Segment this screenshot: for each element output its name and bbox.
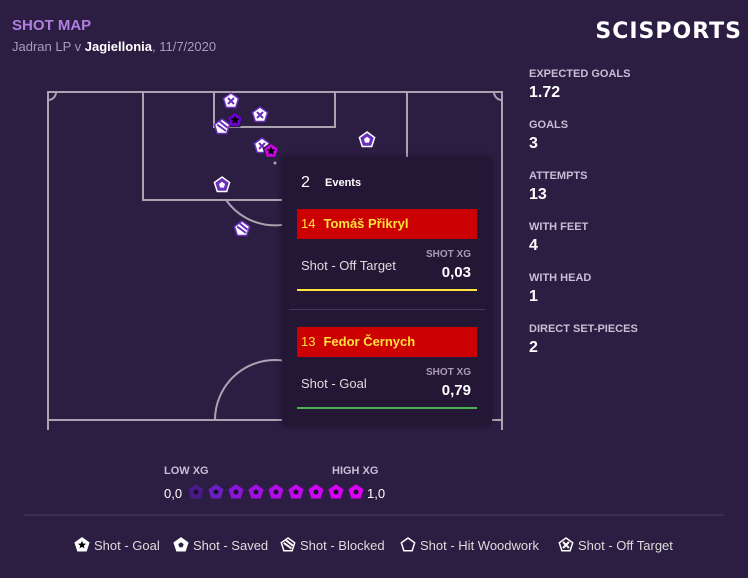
- xg-scale-pentagon-icon: [188, 484, 204, 499]
- stat-label: GOALS: [529, 119, 569, 131]
- xg-scale-pentagon-icon: [268, 484, 284, 499]
- stat-label: ATTEMPTS: [529, 170, 588, 182]
- blocked-icon: [280, 537, 296, 552]
- blocked-icon: [233, 220, 251, 237]
- xg-scale-pentagon-icon: [288, 484, 304, 499]
- saved-icon: [173, 537, 189, 552]
- player-number: 14: [301, 216, 316, 231]
- stat-attempts: ATTEMPTS 13: [529, 170, 587, 204]
- shots-layer: [213, 92, 376, 237]
- goal-icon: [262, 142, 280, 159]
- player-name: Fedor Černych: [323, 334, 416, 349]
- stat-label: EXPECTED GOALS: [529, 68, 631, 80]
- legend-saved: Shot - Saved: [193, 538, 269, 553]
- saved-icon: [213, 176, 231, 193]
- stat-value: 13: [529, 186, 547, 203]
- stat-xg: EXPECTED GOALS 1.72: [529, 68, 630, 102]
- events-tooltip: 2 Events 14 Tomáš Přikryl Shot - Off Targ…: [282, 157, 492, 425]
- stat-value: 1.72: [529, 84, 561, 101]
- xg-max: 1,0: [367, 486, 386, 501]
- woodwork-icon: [400, 537, 416, 552]
- vs: v: [74, 39, 82, 54]
- event-card[interactable]: 14 Tomáš Přikryl Shot - Off Target SHOT XG…: [297, 209, 477, 291]
- away-team: Jagiellonia: [84, 39, 152, 54]
- shot-type: Shot - Off Target: [301, 258, 396, 273]
- stat-value: 2: [529, 339, 538, 356]
- legend-woodwork: Shot - Hit Woodwork: [420, 538, 539, 553]
- low-xg-label: LOW XG: [164, 465, 209, 477]
- xg-value: 0,79: [441, 382, 471, 399]
- legend-goal: Shot - Goal: [94, 538, 160, 553]
- event-card[interactable]: 13 Fedor Černych Shot - Goal SHOT XG 0,79: [297, 327, 477, 409]
- home-team: Jadran LP: [12, 39, 72, 54]
- xg-scale-pentagon-icon: [228, 484, 244, 499]
- stat-label: WITH HEAD: [529, 272, 592, 284]
- stat-value: 1: [529, 288, 538, 305]
- xg-scale-pentagon-icon: [348, 484, 364, 499]
- stat-label: WITH FEET: [529, 221, 589, 233]
- player-name: Tomáš Přikryl: [323, 216, 409, 231]
- xg-min: 0,0: [164, 486, 183, 501]
- legend-blocked: Shot - Blocked: [300, 538, 385, 553]
- off-target-icon: [222, 92, 240, 109]
- goal-icon: [226, 111, 244, 128]
- player-number: 13: [301, 334, 316, 349]
- stat-value: 3: [529, 135, 538, 152]
- shot-type: Shot - Goal: [301, 376, 367, 391]
- xg-label: SHOT XG: [425, 249, 471, 260]
- saved-icon: [358, 131, 376, 148]
- xg-scale-pentagon-icon: [208, 484, 224, 499]
- off-target-icon: [251, 106, 269, 123]
- xg-value: 0,03: [441, 264, 471, 281]
- stat-feet: WITH FEET 4: [529, 221, 588, 255]
- scisports-logo: SCISPORTS: [595, 19, 742, 44]
- event-count: 2: [301, 174, 310, 191]
- stat-setpieces: DIRECT SET-PIECES 2: [529, 323, 638, 357]
- stat-label: DIRECT SET-PIECES: [529, 323, 638, 335]
- stat-value: 4: [529, 237, 538, 254]
- xg-scale-pentagon-icon: [308, 484, 324, 499]
- stat-goals: GOALS 3: [529, 119, 568, 153]
- match-date: , 11/7/2020: [151, 39, 217, 54]
- xg-label: SHOT XG: [425, 367, 471, 378]
- blocked-icon: [213, 118, 231, 135]
- xg-scale-pentagon-icon: [248, 484, 264, 499]
- stat-head: WITH HEAD 1: [529, 272, 591, 306]
- off-target-icon: [558, 537, 574, 552]
- divider: [289, 309, 485, 310]
- page-title: SHOT MAP: [12, 17, 92, 34]
- events-label: Events: [325, 177, 362, 189]
- high-xg-label: HIGH XG: [332, 465, 379, 477]
- goal-icon: [74, 537, 90, 552]
- legend-off-target: Shot - Off Target: [578, 538, 673, 553]
- xg-scale-pentagon-icon: [328, 484, 344, 499]
- match-subtitle: Jadran LP v Jagiellonia, 11/7/2020: [12, 39, 216, 54]
